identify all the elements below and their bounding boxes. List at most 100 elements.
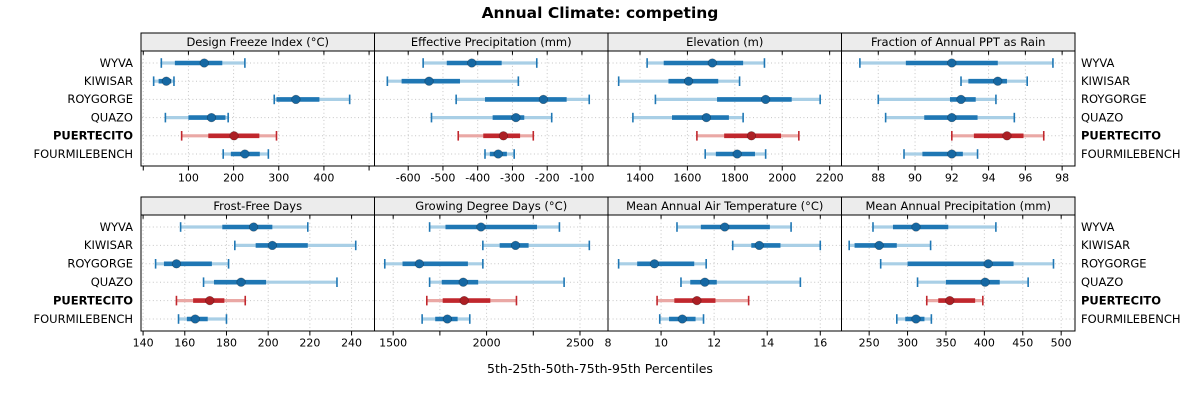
axis-tick-label: 8 <box>605 337 612 350</box>
median-dot <box>205 295 215 306</box>
axis-tick-label: -500 <box>430 172 455 185</box>
axis-tick-label: 240 <box>341 337 362 350</box>
axis-tick-label: 220 <box>299 337 320 350</box>
axis-tick-label: 2000 <box>473 337 501 350</box>
median-dot <box>240 149 250 159</box>
axis-tick-label: 2500 <box>566 337 594 350</box>
x-axis-label: 5th-25th-50th-75th-95th Percentiles <box>487 361 713 376</box>
panel-title: Fraction of Annual PPT as Rain <box>871 35 1045 49</box>
median-dot <box>874 240 884 251</box>
panel-title: Elevation (m) <box>686 35 763 49</box>
median-dot <box>442 314 453 324</box>
site-label-right: FOURMILEBENCH <box>1081 147 1181 161</box>
median-dot <box>707 58 717 68</box>
axis-tick-label: 200 <box>258 337 279 350</box>
panel-title: Growing Degree Days (°C) <box>415 199 567 213</box>
median-dot <box>760 94 771 105</box>
median-dot <box>467 58 477 68</box>
site-label-right: WYVA <box>1081 56 1115 70</box>
axis-tick-label: 14 <box>760 337 774 350</box>
site-label-right: FOURMILEBENCH <box>1081 312 1181 326</box>
panel-border <box>140 214 375 332</box>
median-dot <box>701 112 712 123</box>
site-label-left: ROYGORGE <box>67 257 133 271</box>
median-dot <box>459 295 469 306</box>
panel-title: Frost-Free Days <box>213 199 302 213</box>
site-label-right: PUERTECITO <box>1081 293 1161 307</box>
site-label-right: ROYGORGE <box>1081 92 1147 106</box>
panel-border <box>607 214 842 332</box>
site-label-left: ROYGORGE <box>67 92 133 106</box>
site-label-left: PUERTECITO <box>53 293 133 307</box>
median-dot <box>190 314 200 324</box>
median-dot <box>493 149 503 159</box>
median-dot <box>677 314 687 324</box>
axis-tick-label: 1600 <box>673 172 701 185</box>
axis-tick-label: -600 <box>396 172 421 185</box>
site-label-right: QUAZO <box>1081 110 1123 124</box>
site-label-left: KIWISAR <box>84 74 133 88</box>
site-label-left: PUERTECITO <box>53 129 133 143</box>
panel-border <box>140 50 375 167</box>
axis-tick-label: -200 <box>535 172 560 185</box>
axis-tick-label: 90 <box>908 172 922 185</box>
median-dot <box>983 259 993 269</box>
axis-tick-label: 2000 <box>768 172 796 185</box>
site-label-right: ROYGORGE <box>1081 257 1147 271</box>
median-dot <box>199 58 209 68</box>
axis-tick-label: 300 <box>897 337 918 350</box>
site-label-right: PUERTECITO <box>1081 129 1161 143</box>
site-label-left: QUAZO <box>91 110 133 124</box>
axis-tick-label: 200 <box>223 172 244 185</box>
axis-tick-label: -100 <box>569 172 594 185</box>
panel-border <box>841 214 1076 332</box>
site-label-right: KIWISAR <box>1081 238 1130 252</box>
median-dot <box>947 149 957 159</box>
axis-tick-label: 12 <box>707 337 721 350</box>
panel-border <box>607 50 842 167</box>
axis-tick-label: 92 <box>945 172 959 185</box>
axis-tick-label: 450 <box>1012 337 1033 350</box>
median-dot <box>267 240 277 251</box>
site-label-left: FOURMILEBENCH <box>34 147 134 161</box>
panel-border <box>374 214 609 332</box>
median-dot <box>947 58 957 68</box>
axis-tick-label: 1500 <box>379 337 407 350</box>
median-dot <box>649 259 660 269</box>
median-dot <box>956 94 966 105</box>
panel-title: Mean Annual Air Temperature (°C) <box>626 199 823 213</box>
median-dot <box>720 222 730 232</box>
median-dot <box>746 131 757 141</box>
median-dot <box>911 314 921 324</box>
axis-tick-label: 10 <box>654 337 668 350</box>
axis-tick-label: 500 <box>1051 337 1072 350</box>
axis-tick-label: 94 <box>982 172 996 185</box>
axis-tick-label: 160 <box>174 337 195 350</box>
median-dot <box>754 240 764 251</box>
median-dot <box>458 277 468 287</box>
axis-tick-label: 400 <box>974 337 995 350</box>
median-dot <box>476 222 486 232</box>
median-dot <box>538 94 549 105</box>
median-dot <box>993 76 1003 86</box>
median-dot <box>414 259 424 269</box>
site-label-left: FOURMILEBENCH <box>34 312 134 326</box>
median-dot <box>229 131 239 141</box>
axis-tick-label: 96 <box>1018 172 1032 185</box>
median-dot <box>498 131 509 141</box>
median-dot <box>700 277 710 287</box>
median-dot <box>161 76 171 86</box>
axis-tick-label: 300 <box>268 172 289 185</box>
median-dot <box>947 112 957 123</box>
axis-tick-label: 180 <box>216 337 237 350</box>
median-dot <box>206 112 217 123</box>
axis-tick-label: 250 <box>859 337 880 350</box>
axis-tick-label: 350 <box>935 337 956 350</box>
axis-tick-label: 16 <box>813 337 827 350</box>
site-label-right: QUAZO <box>1081 275 1123 289</box>
axis-tick-label: 1800 <box>721 172 749 185</box>
axis-tick-label: 98 <box>1055 172 1069 185</box>
chart-title: Annual Climate: competing <box>481 4 719 22</box>
